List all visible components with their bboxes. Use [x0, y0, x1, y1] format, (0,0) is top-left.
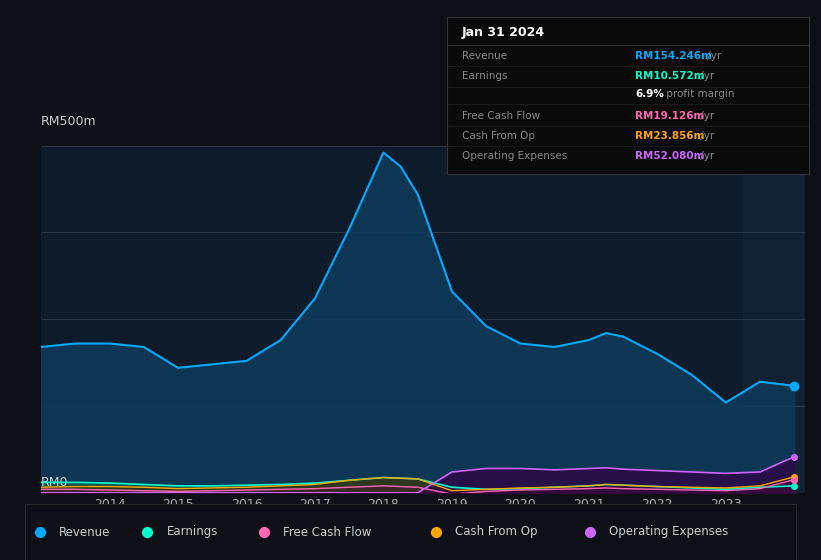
Text: 6.9%: 6.9%: [635, 88, 664, 99]
Text: Earnings: Earnings: [462, 71, 507, 81]
Text: Revenue: Revenue: [59, 525, 111, 539]
Text: RM19.126m: RM19.126m: [635, 110, 704, 120]
Text: /yr: /yr: [697, 151, 714, 161]
Text: RM10.572m: RM10.572m: [635, 71, 705, 81]
Text: RM23.856m: RM23.856m: [635, 131, 704, 141]
Text: Operating Expenses: Operating Expenses: [609, 525, 728, 539]
Text: Free Cash Flow: Free Cash Flow: [283, 525, 372, 539]
Text: Cash From Op: Cash From Op: [462, 131, 535, 141]
Text: Operating Expenses: Operating Expenses: [462, 151, 567, 161]
Text: /yr: /yr: [697, 131, 714, 141]
Text: Free Cash Flow: Free Cash Flow: [462, 110, 540, 120]
Text: profit margin: profit margin: [663, 88, 734, 99]
Text: /yr: /yr: [704, 51, 721, 61]
Text: RM500m: RM500m: [41, 115, 97, 128]
Text: RM52.080m: RM52.080m: [635, 151, 704, 161]
Text: RM154.246m: RM154.246m: [635, 51, 713, 61]
Text: Cash From Op: Cash From Op: [456, 525, 538, 539]
Text: Earnings: Earnings: [167, 525, 218, 539]
Bar: [743, 146, 805, 493]
Text: /yr: /yr: [697, 110, 714, 120]
Text: /yr: /yr: [697, 71, 714, 81]
Text: Jan 31 2024: Jan 31 2024: [462, 26, 545, 39]
Text: Revenue: Revenue: [462, 51, 507, 61]
Text: RM0: RM0: [41, 477, 68, 489]
